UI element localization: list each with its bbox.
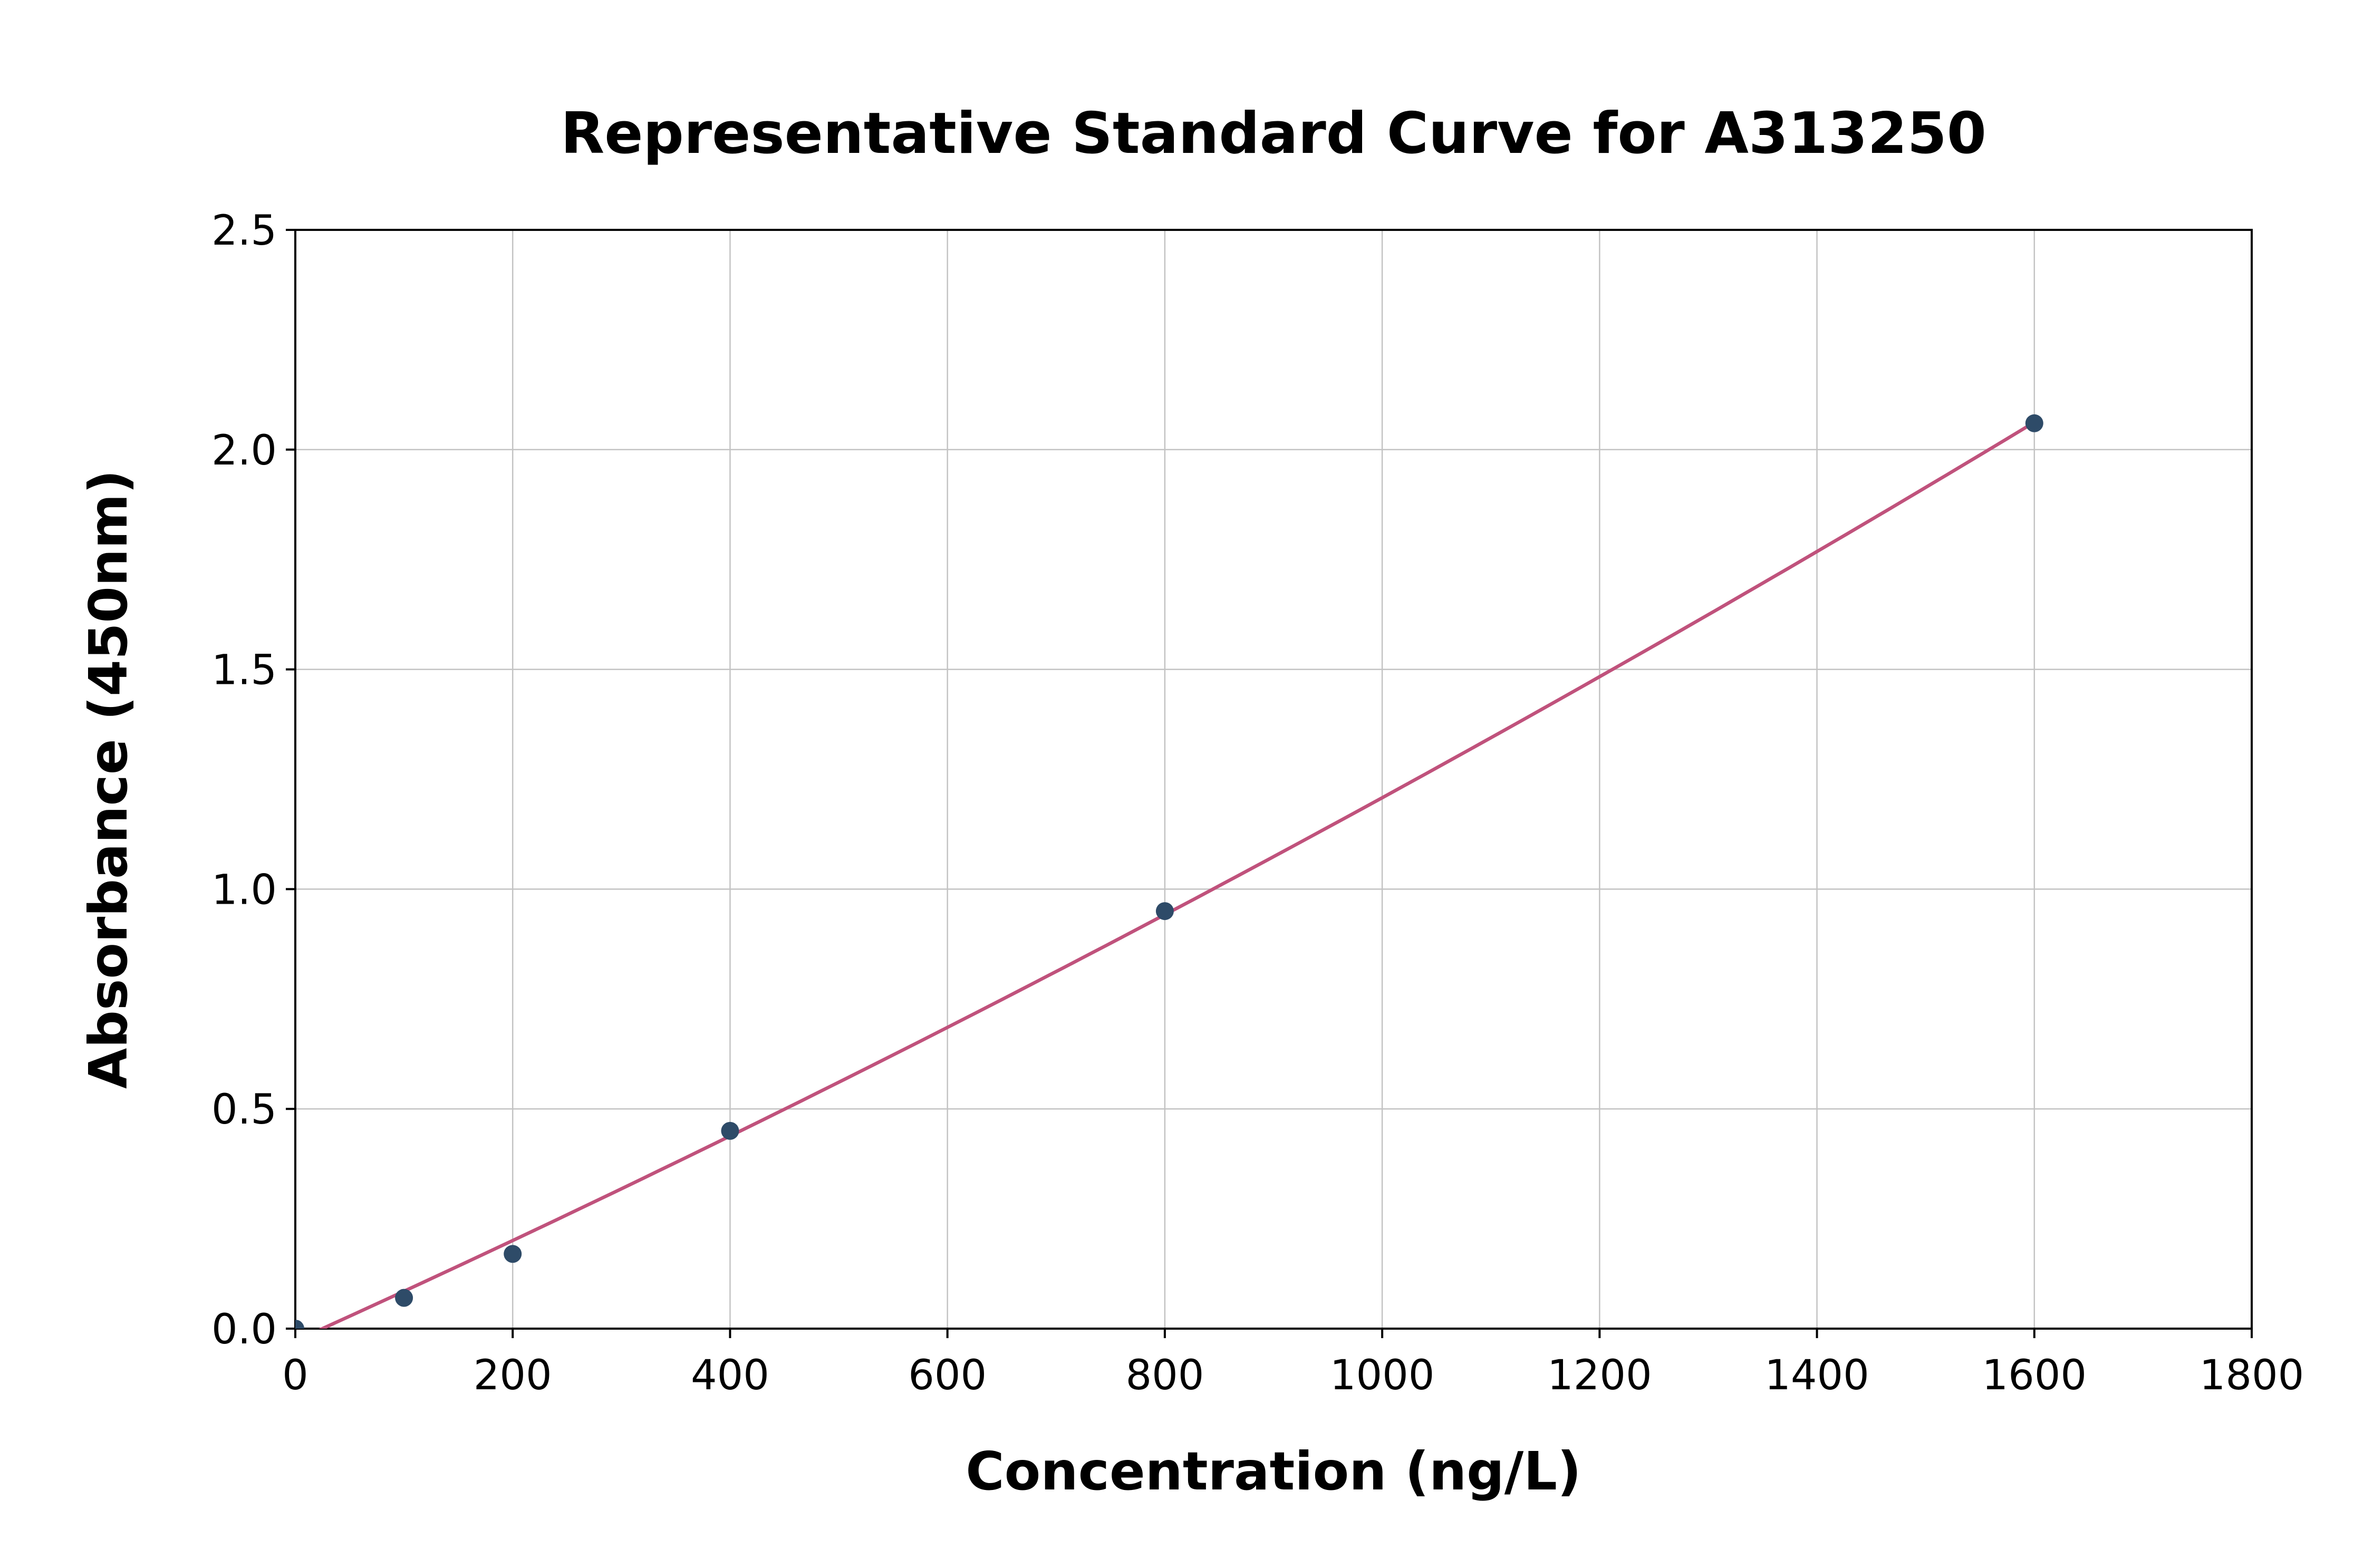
y-tick-label: 1.5 [211, 647, 277, 694]
x-tick-label: 1800 [2200, 1352, 2304, 1399]
data-point [295, 1320, 304, 1329]
series-layer [295, 414, 2043, 1329]
x-tick-label: 800 [1125, 1352, 1204, 1399]
y-tick-label: 0.5 [211, 1086, 277, 1134]
x-tick-label: 1200 [1547, 1352, 1652, 1399]
y-axis-label: Absorbance (450nm) [78, 470, 139, 1089]
chart-title: Representative Standard Curve for A31325… [561, 101, 1986, 167]
x-tick-label: 1000 [1330, 1352, 1435, 1399]
data-point [1155, 902, 1174, 921]
x-tick-label: 0 [282, 1352, 308, 1399]
y-tick-label: 2.0 [211, 427, 277, 475]
x-tick-label: 600 [908, 1352, 987, 1399]
x-tick-label: 200 [474, 1352, 552, 1399]
data-point [395, 1289, 413, 1307]
y-tick-label: 1.0 [211, 866, 277, 914]
plot-border [294, 229, 2253, 1330]
x-tick-label: 1600 [1982, 1352, 2087, 1399]
x-tick-label: 400 [691, 1352, 769, 1399]
grid-layer [294, 229, 2253, 1330]
y-tick-label: 0.0 [211, 1306, 277, 1353]
x-tick-label: 1400 [1764, 1352, 1869, 1399]
data-point [2025, 414, 2043, 432]
axes-spines [294, 229, 2253, 1330]
x-axis-label: Concentration (ng/L) [966, 1440, 1581, 1502]
y-tick-label: 2.5 [211, 207, 277, 255]
tick-layer: 0 200 400 600 800 1000 1200 1400 1600 1800 0.0 0.5 1… [211, 207, 2304, 1399]
data-point [504, 1245, 522, 1263]
data-point [721, 1121, 739, 1140]
